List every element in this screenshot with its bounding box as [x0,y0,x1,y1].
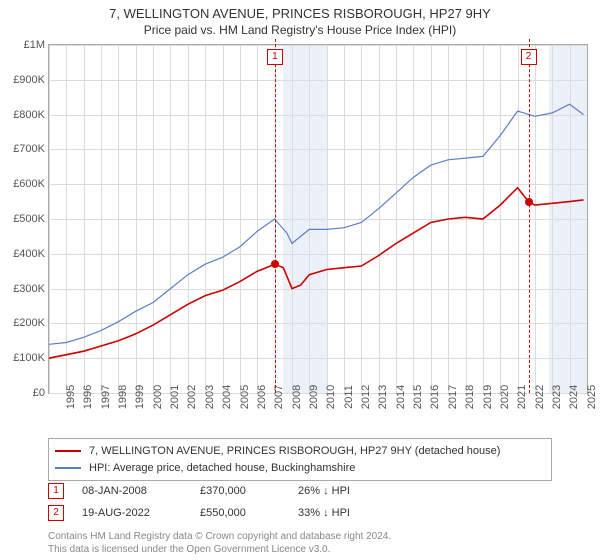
chart-subtitle: Price paid vs. HM Land Registry's House … [0,21,600,39]
event-relation: 33% ↓ HPI [298,507,398,519]
y-axis-label: £300K [13,283,45,295]
legend-swatch-price-paid [55,450,81,452]
y-axis-label: £900K [13,74,45,86]
legend-swatch-hpi [55,467,81,469]
y-axis-label: £700K [13,143,45,155]
marker-line [529,39,530,393]
legend: 7, WELLINGTON AVENUE, PRINCES RISBOROUGH… [48,438,552,481]
event-row: 1 08-JAN-2008 £370,000 26% ↓ HPI [48,480,588,502]
chart-title: 7, WELLINGTON AVENUE, PRINCES RISBOROUGH… [0,0,600,21]
y-axis-label: £200K [13,317,45,329]
sale-events-table: 1 08-JAN-2008 £370,000 26% ↓ HPI 2 19-AU… [48,480,588,524]
series-price_paid [49,188,584,359]
series-hpi [49,104,584,344]
event-price: £370,000 [200,485,280,497]
event-marker-box: 1 [48,483,64,499]
event-row: 2 19-AUG-2022 £550,000 33% ↓ HPI [48,502,588,524]
marker-number-box: 2 [521,49,537,65]
house-price-chart: 7, WELLINGTON AVENUE, PRINCES RISBOROUGH… [0,0,600,560]
event-date: 19-AUG-2022 [82,507,182,519]
y-axis-label: £400K [13,248,45,260]
attribution-footer: Contains HM Land Registry data © Crown c… [48,530,391,556]
y-axis-label: £0 [33,387,45,399]
event-price: £550,000 [200,507,280,519]
marker-dot [525,198,533,206]
y-axis-label: £500K [13,213,45,225]
y-axis-label: £100K [13,352,45,364]
y-axis-label: £600K [13,178,45,190]
legend-label-price-paid: 7, WELLINGTON AVENUE, PRINCES RISBOROUGH… [89,443,500,460]
chart-lines-svg [49,45,587,393]
legend-row-price-paid: 7, WELLINGTON AVENUE, PRINCES RISBOROUGH… [55,443,545,460]
legend-row-hpi: HPI: Average price, detached house, Buck… [55,460,545,477]
footer-line-2: This data is licensed under the Open Gov… [48,544,330,555]
footer-line-1: Contains HM Land Registry data © Crown c… [48,531,391,542]
event-marker-box: 2 [48,505,64,521]
x-axis-label: 2025 [570,385,598,409]
legend-label-hpi: HPI: Average price, detached house, Buck… [89,460,355,477]
plot-area: £0£100K£200K£300K£400K£500K£600K£700K£80… [48,44,588,394]
y-axis-label: £1M [24,39,45,51]
y-axis-label: £800K [13,109,45,121]
event-relation: 26% ↓ HPI [298,485,398,497]
marker-dot [271,260,279,268]
marker-number-box: 1 [267,49,283,65]
marker-line [275,39,276,393]
event-date: 08-JAN-2008 [82,485,182,497]
